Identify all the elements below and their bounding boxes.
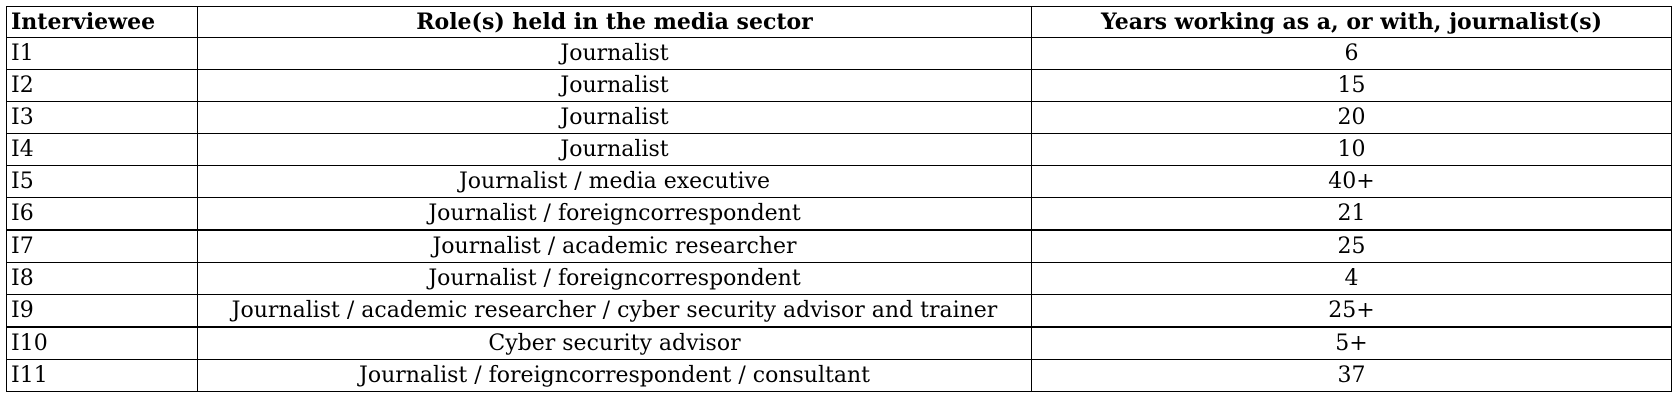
cell-years: 25+ <box>1031 294 1672 328</box>
cell-role: Journalist / foreigncorrespondent <box>197 197 1032 231</box>
cell-role: Journalist <box>197 69 1032 102</box>
table-row: I10 Cyber security advisor 5+ <box>6 326 1672 360</box>
cell-role: Journalist / academic researcher <box>197 229 1032 263</box>
cell-interviewee: I11 <box>6 359 198 392</box>
table-row: I1 Journalist 6 <box>6 37 1672 70</box>
table-row: I11 Journalist / foreigncorrespondent / … <box>6 359 1672 392</box>
header-interviewee: Interviewee <box>6 6 198 38</box>
table-row: I5 Journalist / media executive 40+ <box>6 165 1672 198</box>
table-row: I4 Journalist 10 <box>6 133 1672 166</box>
cell-interviewee: I4 <box>6 133 198 166</box>
table-row: I2 Journalist 15 <box>6 69 1672 102</box>
table-row: I6 Journalist / foreigncorrespondent 21 <box>6 197 1672 231</box>
cell-role: Journalist / academic researcher / cyber… <box>197 294 1032 328</box>
table-header-row: Interviewee Role(s) held in the media se… <box>6 6 1672 38</box>
cell-role: Journalist / foreigncorrespondent <box>197 262 1032 295</box>
cell-years: 21 <box>1031 197 1672 231</box>
cell-interviewee: I8 <box>6 262 198 295</box>
table-row: I3 Journalist 20 <box>6 101 1672 134</box>
cell-role: Journalist / foreigncorrespondent / cons… <box>197 359 1032 392</box>
cell-years: 5+ <box>1031 326 1672 360</box>
table-row: I7 Journalist / academic researcher 25 <box>6 229 1672 263</box>
cell-interviewee: I7 <box>6 229 198 263</box>
cell-interviewee: I10 <box>6 326 198 360</box>
cell-years: 10 <box>1031 133 1672 166</box>
cell-years: 20 <box>1031 101 1672 134</box>
cell-interviewee: I2 <box>6 69 198 102</box>
cell-role: Journalist <box>197 37 1032 70</box>
table-row: I9 Journalist / academic researcher / cy… <box>6 294 1672 328</box>
cell-years: 25 <box>1031 229 1672 263</box>
cell-interviewee: I5 <box>6 165 198 198</box>
cell-interviewee: I1 <box>6 37 198 70</box>
cell-role: Cyber security advisor <box>197 326 1032 360</box>
interviewee-table: Interviewee Role(s) held in the media se… <box>6 6 1672 392</box>
cell-years: 37 <box>1031 359 1672 392</box>
cell-role: Journalist <box>197 133 1032 166</box>
cell-years: 40+ <box>1031 165 1672 198</box>
cell-years: 15 <box>1031 69 1672 102</box>
cell-interviewee: I9 <box>6 294 198 328</box>
cell-role: Journalist / media executive <box>197 165 1032 198</box>
table-row: I8 Journalist / foreigncorrespondent 4 <box>6 262 1672 295</box>
table-container: Interviewee Role(s) held in the media se… <box>6 6 1672 392</box>
cell-role: Journalist <box>197 101 1032 134</box>
header-roles: Role(s) held in the media sector <box>197 6 1032 38</box>
cell-interviewee: I3 <box>6 101 198 134</box>
cell-years: 6 <box>1031 37 1672 70</box>
cell-interviewee: I6 <box>6 197 198 231</box>
header-years: Years working as a, or with, journalist(… <box>1031 6 1672 38</box>
cell-years: 4 <box>1031 262 1672 295</box>
